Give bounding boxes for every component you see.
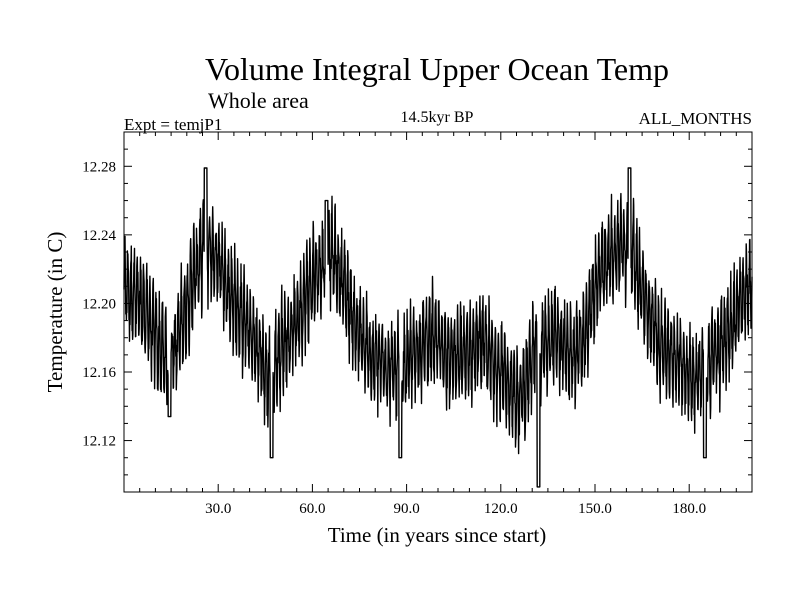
x-tick-label: 150.0: [578, 501, 612, 517]
y-tick-label: 12.20: [82, 296, 116, 312]
months-label: ALL_MONTHS: [639, 109, 752, 128]
experiment-label: Expt = temjP1: [124, 115, 222, 134]
period-label: 14.5kyr BP: [401, 109, 474, 126]
x-tick-label: 30.0: [205, 501, 231, 517]
chart-subtitle: Whole area: [208, 88, 309, 113]
plot-area: [123, 167, 753, 488]
plot-frame: [123, 131, 753, 493]
x-axis-label: Time (in years since start): [328, 523, 547, 547]
chart-title: Volume Integral Upper Ocean Temp: [205, 51, 669, 87]
y-axis-label: Temperature (in C): [43, 232, 67, 393]
x-tick-label: 90.0: [393, 501, 419, 517]
y-tick-label: 12.24: [82, 228, 116, 244]
y-tick-label: 12.28: [82, 159, 116, 175]
y-tick-label: 12.12: [82, 434, 116, 450]
x-tick-label: 120.0: [484, 501, 518, 517]
y-tick-label: 12.16: [82, 365, 116, 381]
series-line: [123, 167, 753, 488]
x-axis: 30.0 60.0 90.0 120.0 150.0 180.0: [139, 132, 737, 517]
x-tick-label: 60.0: [299, 501, 325, 517]
x-tick-label: 180.0: [672, 501, 706, 517]
